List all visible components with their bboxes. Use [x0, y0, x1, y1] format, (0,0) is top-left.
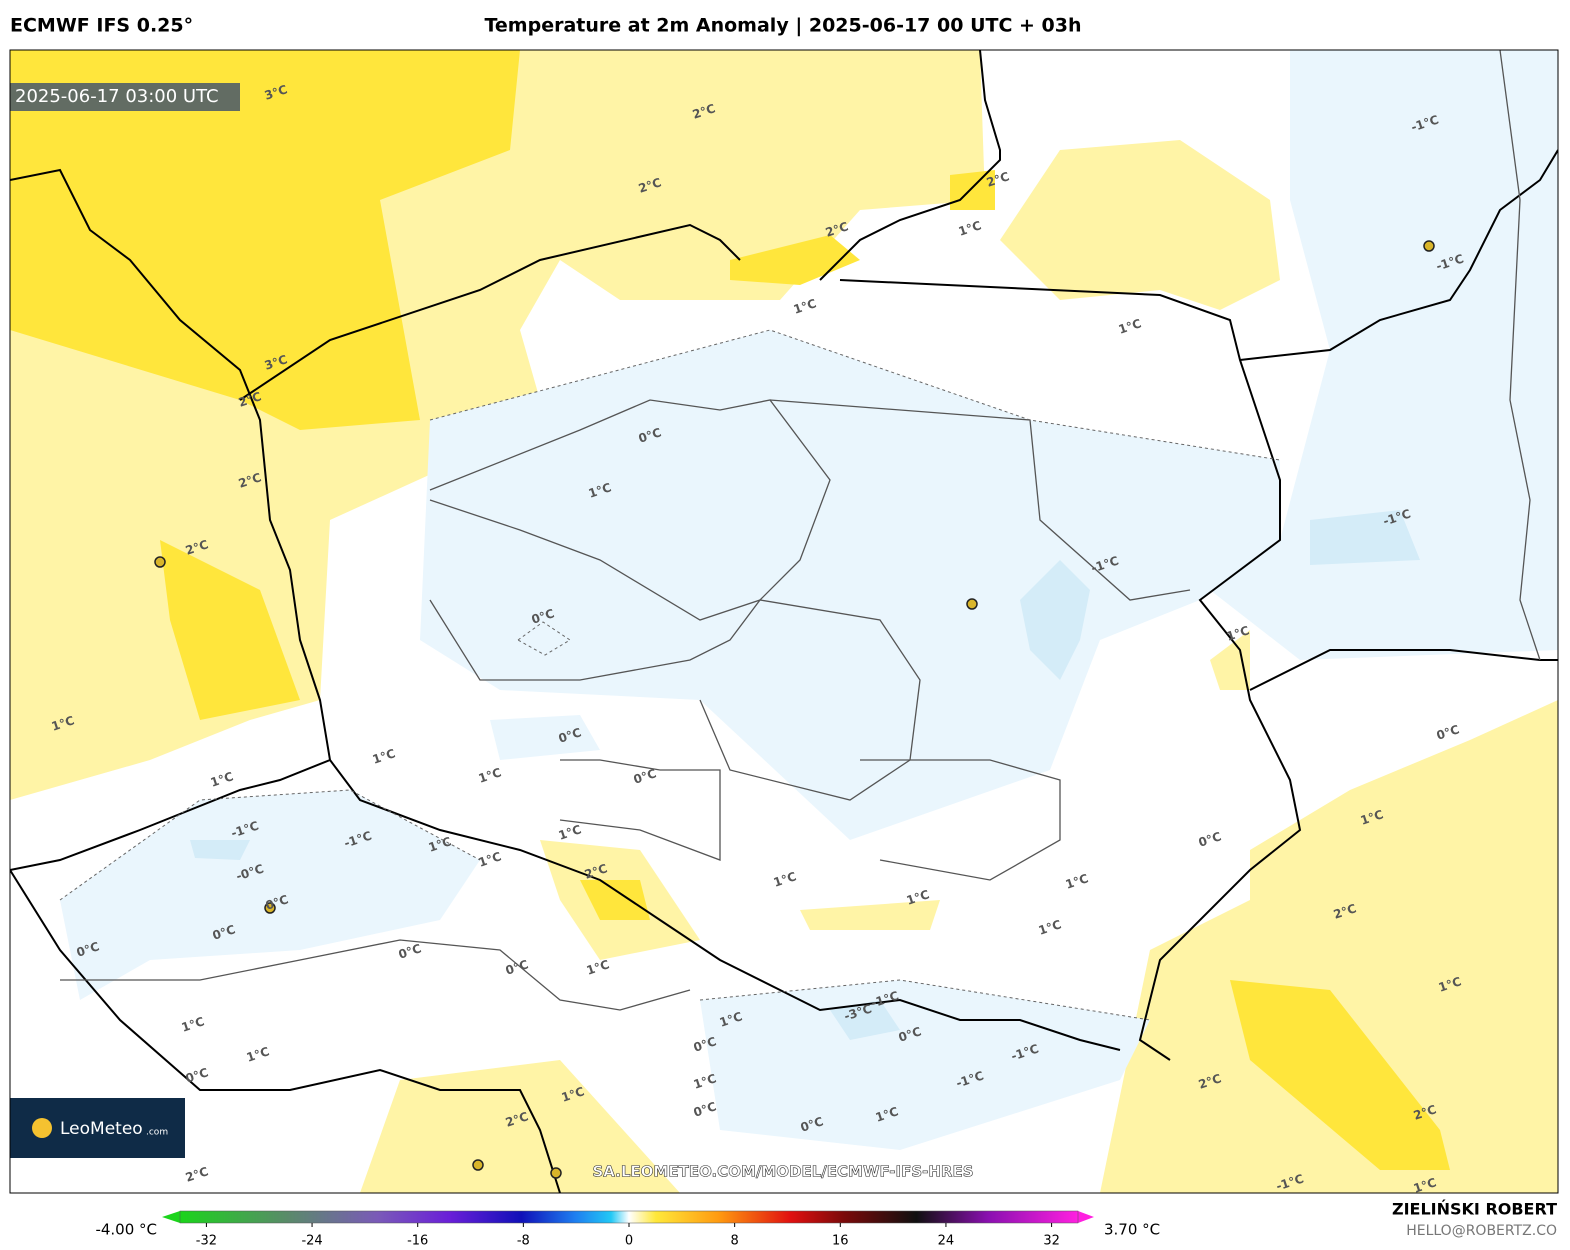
contour-label: 1°C [1412, 1175, 1439, 1196]
contour-label: 2°C [1412, 1102, 1439, 1123]
colorbar-tick-label: -8 [517, 1234, 530, 1249]
contour-label: 1°C [245, 1044, 272, 1065]
colorbar [179, 1210, 1079, 1224]
contour-label: 0°C [211, 922, 238, 943]
contour-label: 0°C [184, 1065, 211, 1086]
author: ZIELIŃSKI ROBERT [1392, 1200, 1557, 1219]
email: HELLO@ROBERTZ.CO [1406, 1223, 1557, 1239]
fill-light-blue [60, 50, 1558, 1150]
contour-label: 1°C [557, 822, 584, 843]
contour-label: 2°C [184, 1164, 211, 1185]
contour-label: 0°C [637, 425, 664, 446]
contour-label: 0°C [692, 1034, 719, 1055]
contour-label: 2°C [504, 1109, 531, 1130]
colorbar-min-label: -4.00 °C [95, 1221, 157, 1239]
contour-label: 2°C [583, 861, 610, 882]
map-frame [9, 49, 1559, 1194]
model-name: ECMWF IFS 0.25° [10, 15, 193, 37]
contour-label: 1°C [427, 834, 454, 855]
logo-name: LeoMeteo [60, 1119, 143, 1139]
contour-label: 0°C [692, 1099, 719, 1120]
contour-label: 1°C [209, 769, 236, 790]
contour-label: 2°C [237, 389, 264, 410]
timestamp-box [10, 83, 240, 111]
colorbar-tick-label: -16 [407, 1234, 428, 1249]
contour-label: 0°C [799, 1114, 826, 1135]
fill-blue [190, 510, 1420, 1040]
contour-label: 1°C [957, 218, 984, 239]
colorbar-tick-label: -32 [196, 1234, 217, 1249]
colorbar-tick-label: 32 [1043, 1234, 1060, 1249]
contour-label: 1°C [180, 1014, 207, 1035]
contour-label: 1°C [585, 957, 612, 978]
contour-label: 3°C [263, 352, 290, 373]
contour-label: 1°C [587, 480, 614, 501]
contour-label: 1°C [1117, 316, 1144, 337]
contour-label: 1°C [477, 765, 504, 786]
contour-label: 1°C [874, 1104, 901, 1125]
contour-label: 1°C [1225, 623, 1252, 644]
colorbar-tick-label: 16 [832, 1234, 849, 1249]
contour-label: 0°C [557, 725, 584, 746]
contour-label: 1°C [692, 1071, 719, 1092]
contour-label: 1°C [772, 869, 799, 890]
contour-label: 0°C [397, 941, 424, 962]
contour-label: 2°C [985, 169, 1012, 190]
contour-label: 0°C [1197, 829, 1224, 850]
contour-label: 3°C [263, 82, 290, 103]
fill-yellow [10, 50, 1450, 1170]
contour-label: 0°C [504, 957, 531, 978]
colorbar-max-arrow [1078, 1211, 1094, 1223]
colorbar-max-label: 3.70 °C [1104, 1221, 1160, 1239]
contour-lines [59, 329, 1281, 1021]
contour-label: 2°C [1197, 1071, 1224, 1092]
contour-label: 1°C [1437, 974, 1464, 995]
map: 3°C2°C2°C-1°C2°C2°C 1°C-1°C1°C1°C3°C2°C0°… [10, 50, 1558, 1196]
colorbar-min-arrow [162, 1211, 180, 1223]
regional-borders [60, 50, 1541, 1011]
contour-label: 2°C [691, 101, 718, 122]
contour-label: 0°C [632, 766, 659, 787]
colorbar-tick-label: 0 [625, 1234, 633, 1249]
contour-label: 2°C [1332, 901, 1359, 922]
logo-suffix: .com [146, 1128, 168, 1138]
contour-label: 1°C [1037, 917, 1064, 938]
contour-label: 0°C [75, 939, 102, 960]
contour-label: 0°C [264, 892, 291, 913]
watermark: SA.LEOMETEO.COM/MODEL/ECMWF-IFS-HRES [592, 1163, 973, 1181]
contour-label: 1°C [1359, 807, 1386, 828]
contour-label: 2°C [824, 219, 851, 240]
contour-label: 2°C [637, 175, 664, 196]
contour-label: 1°C [718, 1009, 745, 1030]
contour-label: 1°C [371, 746, 398, 767]
contour-label: 1°C [560, 1084, 587, 1105]
contour-label: 1°C [50, 713, 77, 734]
contour-label: 0°C [530, 606, 557, 627]
contour-label: 1°C [1064, 871, 1091, 892]
chart-title: Temperature at 2m Anomaly | 2025-06-17 0… [484, 15, 1081, 37]
colorbar-tick-label: 24 [938, 1234, 955, 1249]
contour-label: 2°C [237, 470, 264, 491]
contour-label: 1°C [477, 849, 504, 870]
contour-label: 1°C [792, 296, 819, 317]
timestamp: 2025-06-17 03:00 UTC [15, 86, 219, 107]
colorbar-tick-label: -24 [301, 1234, 322, 1249]
cities [154, 240, 1435, 1179]
contour-label: 0°C [1435, 722, 1462, 743]
contour-label: 2°C [184, 537, 211, 558]
borders [10, 50, 1558, 1193]
colorbar-tick-label: 8 [731, 1234, 739, 1249]
contour-label: 1°C [905, 887, 932, 908]
contour-label: 0°C [897, 1024, 924, 1045]
logo-sun [32, 1118, 52, 1138]
